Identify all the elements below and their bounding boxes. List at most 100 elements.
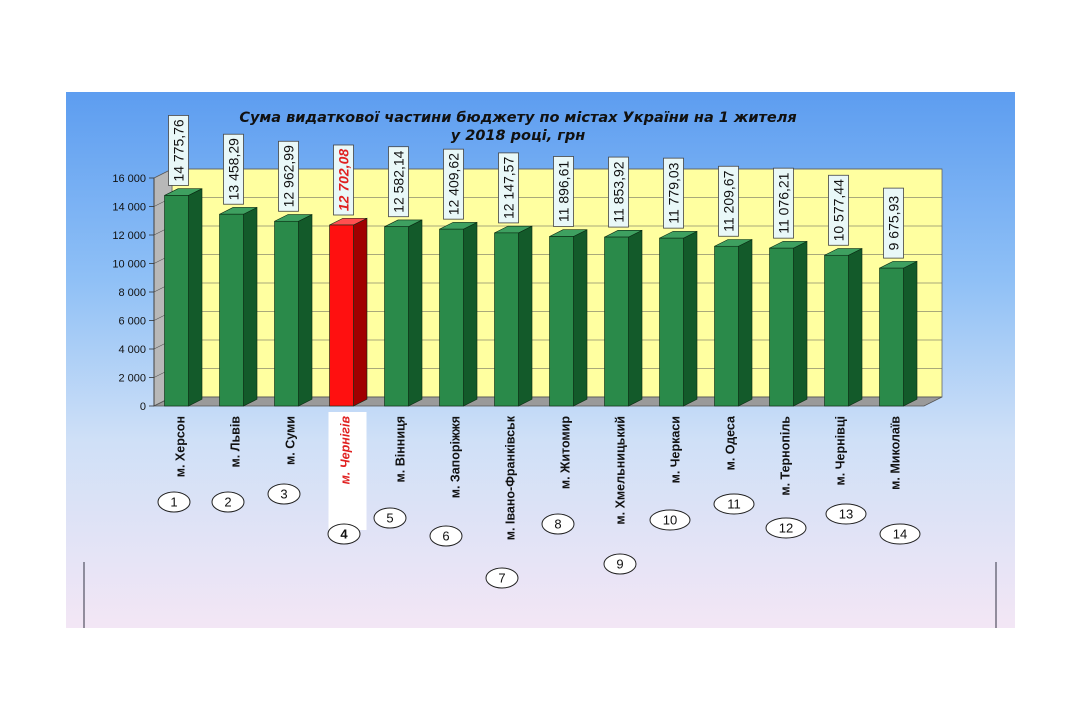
rank-ellipse xyxy=(327,523,361,545)
category-label: м. Чернівці xyxy=(834,416,848,485)
rank-ellipse xyxy=(541,513,575,535)
rank-number: 11 xyxy=(727,497,741,512)
bar-side xyxy=(518,225,533,407)
value-label-box xyxy=(333,144,354,216)
value-label: 12 702,08 xyxy=(336,149,352,211)
bar-side xyxy=(738,239,753,407)
rank-ellipse xyxy=(373,507,407,529)
category-label: м. Хмельницький xyxy=(614,416,628,525)
rank-number: 12 xyxy=(779,521,793,536)
category-label: м. Миколаїв xyxy=(889,416,903,490)
rank-number: 6 xyxy=(442,529,449,544)
bar xyxy=(494,232,519,407)
chart-title-line-1: Сума видаткової частини бюджету по міста… xyxy=(239,110,796,126)
bar-highlight xyxy=(329,224,354,407)
y-tick-label: 12 000 xyxy=(112,230,146,242)
value-label: 11 076,21 xyxy=(776,172,792,233)
value-label-box xyxy=(608,156,629,228)
category-label-highlight: м. Чернігів xyxy=(339,416,353,485)
bar xyxy=(219,213,244,407)
value-label: 11 853,92 xyxy=(611,161,627,222)
y-tick-label: 16 000 xyxy=(112,173,146,185)
y-tick-label: 8 000 xyxy=(118,287,146,299)
bar xyxy=(714,245,739,407)
rank-number: 5 xyxy=(386,511,393,526)
value-label: 12 409,62 xyxy=(446,153,462,215)
rank-ellipse xyxy=(765,517,807,539)
bar-side xyxy=(573,229,588,407)
value-label-box xyxy=(443,148,464,220)
value-label: 12 147,57 xyxy=(501,157,517,219)
rank-number: 14 xyxy=(893,527,907,542)
y-tick-label: 14 000 xyxy=(112,202,146,214)
category-label: м. Вінниця xyxy=(394,416,408,482)
rank-ellipse xyxy=(211,491,245,513)
value-label: 11 209,67 xyxy=(721,170,737,231)
bar xyxy=(549,236,574,407)
value-label-box xyxy=(773,167,794,239)
category-label: м. Житомир xyxy=(559,416,573,490)
y-tick-label: 0 xyxy=(140,401,146,413)
rank-number: 8 xyxy=(554,517,561,532)
value-label: 14 775,76 xyxy=(171,119,187,181)
rank-ellipse xyxy=(429,525,463,547)
rank-number: 10 xyxy=(663,513,677,528)
category-label: м. Івано-Франківськ xyxy=(504,415,518,540)
y-tick-label: 4 000 xyxy=(118,344,146,356)
value-label: 11 896,61 xyxy=(556,161,572,222)
category-label: м. Запоріжжя xyxy=(449,416,463,498)
bar xyxy=(439,228,464,407)
rank-number: 1 xyxy=(170,495,177,510)
bar-side xyxy=(463,221,478,407)
bar xyxy=(384,226,409,407)
rank-number: 4 xyxy=(340,527,348,542)
bar xyxy=(659,237,684,407)
category-highlight-box xyxy=(328,412,367,530)
rank-number: 7 xyxy=(498,571,505,586)
bar-side xyxy=(903,260,918,407)
chart-slide: Сума видаткової частини бюджету по міста… xyxy=(66,92,1015,628)
y-tick-label: 6 000 xyxy=(118,316,146,328)
chart-title-line-2: у 2018 році, грн xyxy=(451,128,586,144)
bar-side xyxy=(188,188,203,407)
bar-chart: Сума видаткової частини бюджету по міста… xyxy=(83,110,997,628)
value-label-box xyxy=(553,156,574,227)
rank-ellipse xyxy=(603,553,637,575)
value-label: 10 577,44 xyxy=(831,179,847,241)
bar xyxy=(824,254,849,407)
rank-number: 9 xyxy=(616,557,623,572)
rank-ellipse xyxy=(879,523,921,545)
bar xyxy=(274,220,299,407)
bar-side xyxy=(298,214,313,407)
value-label-box xyxy=(883,187,904,259)
floor xyxy=(153,396,943,407)
value-label: 12 582,14 xyxy=(391,150,407,212)
bar xyxy=(164,195,189,407)
value-label-box xyxy=(388,146,409,218)
rank-ellipse xyxy=(157,491,191,513)
category-label: м. Херсон xyxy=(174,416,188,477)
rank-ellipse xyxy=(649,509,691,531)
value-label: 12 962,99 xyxy=(281,145,297,207)
value-label-box xyxy=(168,115,189,186)
rank-number: 13 xyxy=(839,507,853,522)
bar-side-highlight xyxy=(353,217,368,407)
value-label-box xyxy=(828,174,849,246)
rank-ellipse xyxy=(713,493,755,515)
rank-ellipse xyxy=(267,483,301,505)
bar-side xyxy=(793,240,808,407)
value-label-box xyxy=(718,165,739,237)
y-tick-label: 2 000 xyxy=(118,373,146,385)
y-tick-label: 10 000 xyxy=(112,259,146,271)
category-label: м. Суми xyxy=(284,416,298,465)
bar xyxy=(604,236,629,407)
value-label: 13 458,29 xyxy=(226,138,242,200)
category-label: м. Одеса xyxy=(724,415,738,470)
bar-side xyxy=(628,229,643,407)
rank-ellipse xyxy=(485,567,519,589)
category-label: м. Тернопіль xyxy=(779,416,793,496)
bar-side xyxy=(243,206,258,407)
value-label-box xyxy=(663,157,684,229)
bar xyxy=(879,267,904,407)
rank-number: 2 xyxy=(224,495,231,510)
